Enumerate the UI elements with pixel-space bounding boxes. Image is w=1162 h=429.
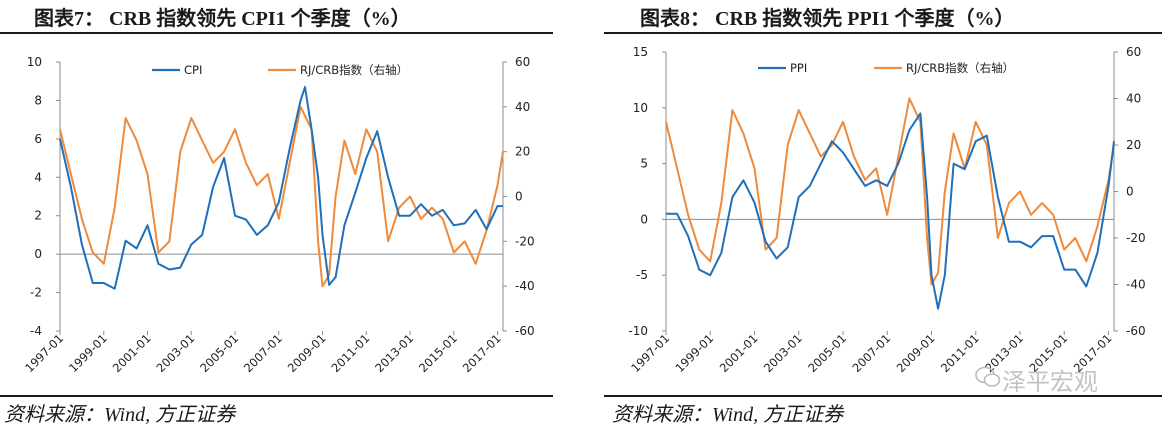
x-tick-label: 2003-01 bbox=[761, 331, 805, 375]
legend-label: RJ/CRB指数（右轴） bbox=[906, 61, 1014, 75]
right-tick-label: 40 bbox=[1126, 92, 1141, 106]
title-rule-right bbox=[604, 32, 1162, 34]
x-tick-label: 2007-01 bbox=[849, 331, 893, 375]
x-tick-label: 2011-01 bbox=[329, 331, 373, 375]
wechat-icon bbox=[975, 366, 1001, 387]
left-tick-label: 5 bbox=[640, 157, 648, 171]
right-tick-label: 0 bbox=[1126, 185, 1134, 199]
source-rule-right bbox=[604, 395, 1162, 397]
x-tick-label: 2013-01 bbox=[372, 331, 416, 375]
x-tick-label: 2007-01 bbox=[241, 331, 285, 375]
left-tick-label: 10 bbox=[27, 55, 42, 69]
legend-label: RJ/CRB指数（右轴） bbox=[300, 63, 408, 77]
x-tick-label: 1999-01 bbox=[66, 331, 110, 375]
right-tick-label: 60 bbox=[1126, 45, 1141, 59]
left-tick-label: 15 bbox=[633, 45, 648, 59]
legend-label: PPI bbox=[790, 61, 807, 75]
title-rule-left bbox=[0, 32, 553, 34]
x-tick-label: 2017-01 bbox=[460, 331, 504, 375]
x-tick-label: 1999-01 bbox=[672, 331, 716, 375]
left-tick-label: -2 bbox=[30, 286, 42, 300]
watermark: 泽平宏观 bbox=[1002, 368, 1098, 396]
right-tick-label: -40 bbox=[1126, 278, 1146, 292]
right-tick-label: -60 bbox=[515, 324, 535, 338]
x-tick-label: 2001-01 bbox=[110, 331, 154, 375]
x-tick-label: 2005-01 bbox=[805, 331, 849, 375]
left-tick-label: 2 bbox=[34, 209, 42, 223]
x-tick-label: 2015-01 bbox=[416, 331, 460, 375]
left-tick-label: -4 bbox=[30, 324, 42, 338]
x-tick-label: 2009-01 bbox=[894, 331, 938, 375]
right-tick-label: 0 bbox=[515, 190, 523, 204]
left-tick-label: 8 bbox=[34, 93, 42, 107]
left-tick-label: -5 bbox=[636, 268, 648, 282]
legend-label: CPI bbox=[184, 63, 202, 77]
right-tick-label: 20 bbox=[1126, 138, 1141, 152]
left-tick-label: 0 bbox=[34, 247, 42, 261]
x-tick-label: 1997-01 bbox=[22, 331, 66, 375]
left-tick-label: 6 bbox=[34, 132, 42, 146]
left-tick-label: 4 bbox=[34, 170, 42, 184]
chart-title-right: 图表8： CRB 指数领先 PPI1 个季度（%） bbox=[640, 8, 1015, 30]
x-tick-label: 2009-01 bbox=[285, 331, 329, 375]
right-tick-label: 60 bbox=[515, 55, 530, 69]
series-line-crb bbox=[665, 97, 1115, 286]
right-tick-label: -20 bbox=[515, 234, 535, 248]
source-rule-left bbox=[0, 395, 553, 397]
right-tick-label: 40 bbox=[515, 100, 530, 114]
chart-title-left: 图表7： CRB 指数领先 CPI1 个季度（%） bbox=[34, 8, 411, 30]
left-tick-label: 10 bbox=[633, 101, 648, 115]
series-line-crb bbox=[59, 105, 504, 288]
source-note-right: 资料来源：Wind, 方正证券 bbox=[612, 404, 844, 426]
right-tick-label: -40 bbox=[515, 279, 535, 293]
right-tick-label: 20 bbox=[515, 145, 530, 159]
left-tick-label: -10 bbox=[628, 324, 648, 338]
right-tick-label: -20 bbox=[1126, 231, 1146, 245]
series-line-primary bbox=[666, 112, 1115, 310]
x-tick-label: 2001-01 bbox=[717, 331, 761, 375]
x-tick-label: 2003-01 bbox=[153, 331, 197, 375]
source-note-left: 资料来源：Wind, 方正证券 bbox=[4, 404, 236, 426]
x-tick-label: 2005-01 bbox=[197, 331, 241, 375]
right-tick-label: -60 bbox=[1126, 324, 1146, 338]
series-line-primary bbox=[59, 86, 503, 290]
left-tick-label: 0 bbox=[640, 212, 648, 226]
